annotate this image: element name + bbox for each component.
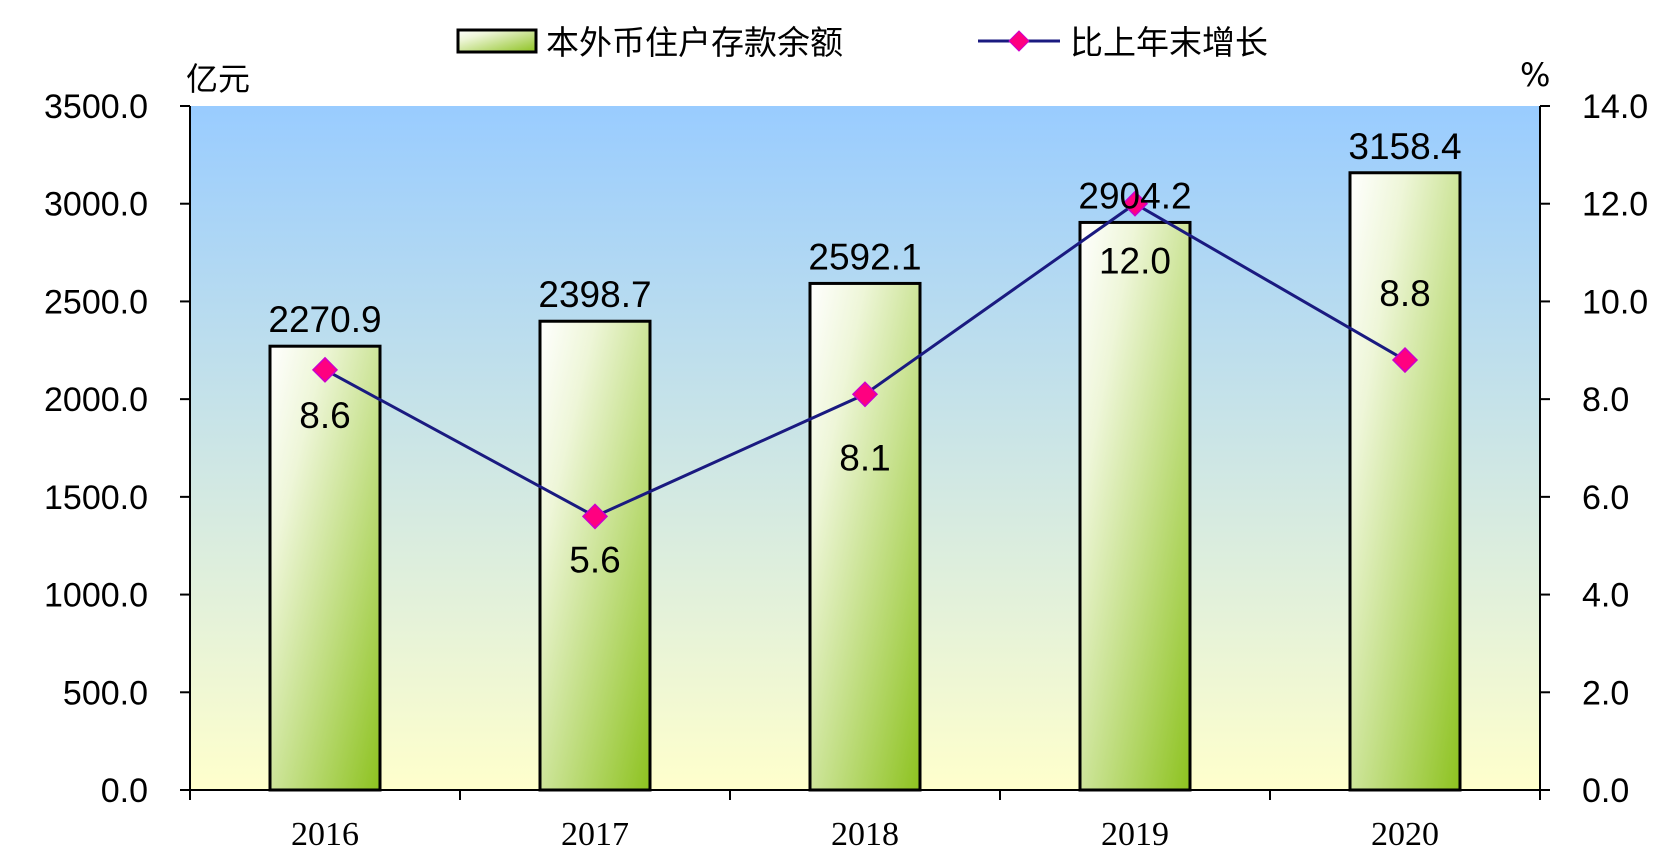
y-right-tick-label: 10.0 <box>1582 283 1648 321</box>
legend: 本外币住户存款余额 比上年末增长 <box>456 23 1268 62</box>
bar-value-label: 3158.4 <box>1348 126 1461 167</box>
line-series <box>311 190 1419 530</box>
legend-line-marker <box>1008 30 1030 52</box>
x-axis: 2016 2017 2018 2019 2020 <box>189 789 1541 853</box>
y-right-axis: 0.0 2.0 4.0 6.0 8.0 10.0 12.0 14.0 <box>1539 88 1648 810</box>
line-value-label: 8.1 <box>839 437 890 478</box>
y-left-tick-label: 500.0 <box>63 674 148 712</box>
line-marker <box>311 356 339 383</box>
y-right-tick-label: 14.0 <box>1582 88 1648 126</box>
bar-value-label: 2270.9 <box>268 299 381 340</box>
bar-value-label: 2904.2 <box>1078 175 1191 216</box>
bar <box>268 344 382 792</box>
line-marker <box>1391 346 1419 374</box>
x-tick-label: 2016 <box>291 816 359 853</box>
line-value-label: 5.6 <box>569 539 620 580</box>
legend-line-label: 比上年末增长 <box>1070 23 1268 62</box>
line-marker <box>581 503 609 530</box>
line-value-label: 12.0 <box>1099 241 1171 282</box>
x-tick-label: 2020 <box>1371 816 1439 853</box>
bar <box>1078 220 1192 792</box>
y-left-tick-label: 2500.0 <box>44 283 148 321</box>
bar <box>538 319 652 792</box>
x-tick-label: 2017 <box>561 816 629 853</box>
y-right-tick-label: 6.0 <box>1582 479 1629 517</box>
x-tick-label: 2019 <box>1101 816 1169 853</box>
bar-value-label: 2592.1 <box>808 236 921 277</box>
bar-value-label: 2398.7 <box>538 274 651 315</box>
legend-bar-label: 本外币住户存款余额 <box>546 23 843 62</box>
y-right-tick-label: 0.0 <box>1582 772 1629 810</box>
y-left-tick-label: 0.0 <box>101 772 148 810</box>
bar-series <box>268 171 1462 792</box>
y-right-tick-label: 12.0 <box>1582 186 1648 224</box>
legend-bar-swatch <box>456 28 538 54</box>
y-right-unit: % <box>1520 56 1550 94</box>
y-right-tick-label: 4.0 <box>1582 577 1629 615</box>
y-left-tick-label: 1000.0 <box>44 577 148 615</box>
y-left-tick-label: 3000.0 <box>44 186 148 224</box>
y-right-tick-label: 2.0 <box>1582 674 1629 712</box>
y-left-tick-label: 3500.0 <box>44 88 148 126</box>
y-left-unit: 亿元 <box>186 60 250 98</box>
x-tick-label: 2018 <box>831 816 899 853</box>
line-marker <box>851 381 879 408</box>
line-value-label: 8.6 <box>299 395 350 436</box>
bar <box>808 281 922 792</box>
line-marker <box>1121 190 1149 217</box>
y-left-tick-label: 2000.0 <box>44 381 148 419</box>
data-labels: 2270.9 2398.7 2592.1 2904.2 3158.4 8.6 5.6 8.1 1… <box>268 126 1461 581</box>
bar <box>1348 171 1462 792</box>
line-value-label: 8.8 <box>1379 273 1430 314</box>
y-right-tick-label: 8.0 <box>1582 381 1629 419</box>
y-left-tick-label: 1500.0 <box>44 479 148 517</box>
y-left-axis: 0.0 500.0 1000.0 1500.0 2000.0 2500.0 3000.0 35… <box>44 88 191 810</box>
